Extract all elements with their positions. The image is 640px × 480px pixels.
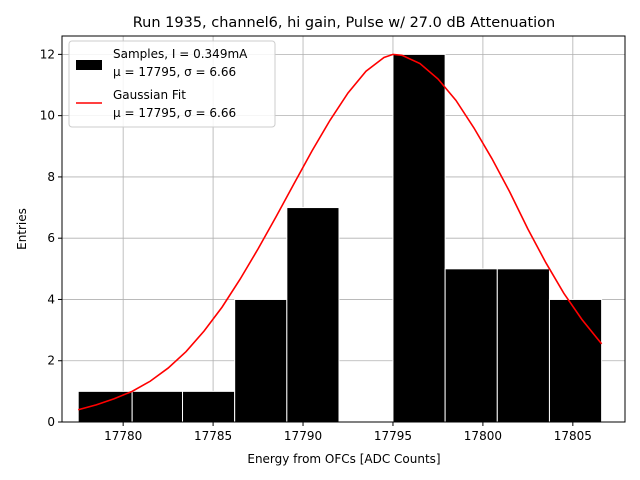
chart-title: Run 1935, channel6, hi gain, Pulse w/ 27… [133, 15, 556, 31]
x-axis-label: Energy from OFCs [ADC Counts] [247, 452, 440, 466]
x-tick-label: 17795 [374, 429, 412, 443]
y-tick-label: 2 [47, 354, 55, 368]
y-tick-label: 10 [40, 109, 55, 123]
histogram-bars [77, 53, 603, 423]
y-axis-label: Entries [15, 208, 29, 250]
gaussian-fit-line [77, 53, 603, 411]
legend-swatch-samples [76, 60, 102, 70]
y-tick-label: 8 [47, 170, 55, 184]
histogram-bar [496, 268, 550, 423]
histogram-bar [131, 390, 184, 423]
y-tick-label: 0 [47, 415, 55, 429]
histogram-bar [182, 390, 236, 423]
histogram-bar [286, 207, 340, 423]
x-tick-label: 17800 [464, 429, 502, 443]
histogram-bar [444, 268, 498, 423]
legend-stats-samples: μ = 17795, σ = 6.66 [113, 65, 236, 79]
legend-label-samples: Samples, I = 0.349mA [113, 47, 248, 61]
histogram-bar [77, 390, 133, 423]
histogram-bar [234, 298, 288, 423]
x-tick-label: 17790 [284, 429, 322, 443]
histogram-bar [392, 53, 446, 423]
gaussian-fit-curve [77, 53, 603, 411]
y-tick-label: 4 [47, 292, 55, 306]
legend-label-fit: Gaussian Fit [113, 88, 186, 102]
legend-stats-fit: μ = 17795, σ = 6.66 [113, 106, 236, 120]
legend: Samples, I = 0.349mA μ = 17795, σ = 6.66… [68, 40, 276, 128]
x-tick-label: 17785 [194, 429, 232, 443]
histogram-bar [548, 298, 603, 423]
legend-box [68, 40, 276, 128]
plot-frame [61, 35, 626, 423]
x-tick-label: 17805 [554, 429, 592, 443]
axis-ticks: 17780 17785 17790 17795 17800 17805 0 2 4 6 8 10 12 [40, 47, 592, 443]
y-tick-label: 6 [47, 231, 55, 245]
y-tick-label: 12 [40, 47, 55, 61]
x-tick-label: 17780 [104, 429, 142, 443]
